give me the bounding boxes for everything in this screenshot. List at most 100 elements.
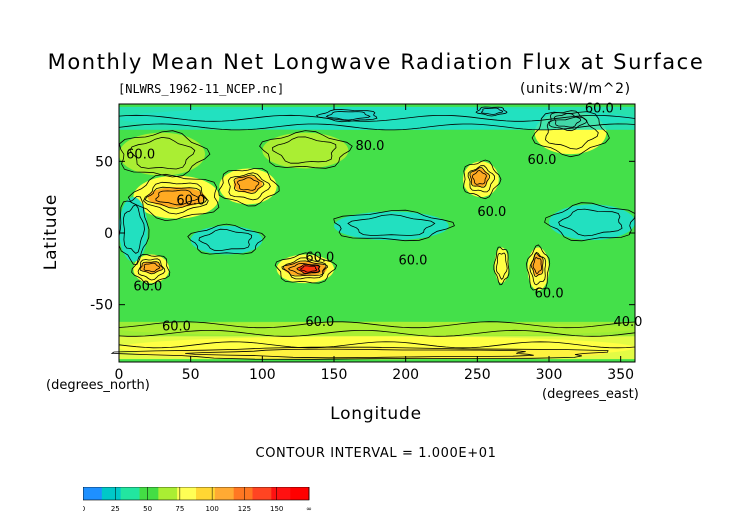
contour-line bbox=[274, 252, 338, 284]
contour-line bbox=[347, 214, 436, 237]
colorbar-swatch bbox=[139, 487, 159, 500]
contour-label: 60.0 bbox=[305, 251, 334, 266]
x-tick-label: 0 bbox=[115, 367, 124, 383]
colorbar-swatch bbox=[252, 487, 272, 500]
colorbar-swatch bbox=[83, 487, 103, 500]
field-region-europe bbox=[119, 132, 205, 176]
contour-line bbox=[471, 170, 487, 185]
field-region-siberia bbox=[262, 132, 349, 169]
contour-label: 60.0 bbox=[477, 205, 506, 220]
contour-line bbox=[127, 173, 220, 222]
contour-line bbox=[129, 136, 196, 170]
x-axis-label: Longitude bbox=[330, 404, 422, 424]
colorbar-swatches bbox=[83, 487, 310, 501]
units-label: (units:W/m^2) bbox=[520, 81, 631, 97]
contour-line bbox=[122, 204, 145, 254]
contour-layer bbox=[110, 106, 636, 360]
colorbar-tick-label: ∞ bbox=[306, 505, 312, 513]
contour-line bbox=[462, 159, 502, 200]
contour-label: 40.0 bbox=[614, 315, 643, 330]
field-region-west-coast-cool bbox=[118, 197, 148, 262]
contour-line bbox=[287, 262, 321, 275]
contour-line bbox=[467, 165, 496, 193]
colorbar-swatch bbox=[177, 487, 197, 500]
colorbar-swatch bbox=[233, 487, 253, 500]
chart-title: Monthly Mean Net Longwave Radiation Flux… bbox=[47, 50, 705, 74]
contour-line bbox=[531, 111, 610, 158]
contour-label: 60.0 bbox=[133, 279, 162, 294]
contour-line bbox=[233, 174, 265, 194]
contour-line bbox=[118, 130, 211, 178]
contour-line bbox=[281, 260, 329, 277]
contour-label: 60.0 bbox=[535, 287, 564, 302]
x-tick-label: 200 bbox=[392, 367, 419, 383]
colorbar-tick-label: 75 bbox=[175, 505, 184, 513]
colorbar-swatch bbox=[120, 487, 140, 500]
contour-line bbox=[118, 321, 636, 329]
colorbar-swatch bbox=[271, 487, 291, 500]
field-strip-south-ocean-band bbox=[119, 321, 635, 337]
contour-line bbox=[548, 110, 588, 132]
field-region-pacific-cool-1 bbox=[334, 211, 449, 241]
colorbar-tick-label: 125 bbox=[238, 505, 251, 513]
colorbar-swatch bbox=[290, 487, 310, 500]
y-tick-label: 0 bbox=[104, 226, 113, 242]
y-axis-label: Latitude bbox=[41, 193, 61, 271]
contour-line bbox=[475, 106, 508, 117]
colorbar: 0 25 50 75 100 125 150 ∞ bbox=[83, 487, 312, 513]
colorbar-swatch bbox=[158, 487, 178, 500]
contour-line bbox=[198, 228, 253, 252]
contour-line bbox=[282, 257, 327, 280]
contour-line bbox=[526, 244, 551, 291]
y-tick-label: 50 bbox=[95, 154, 113, 170]
contour-line bbox=[131, 254, 171, 286]
contour-label: 60.0 bbox=[176, 193, 205, 208]
contour-line bbox=[495, 252, 508, 280]
x-tick-label: 50 bbox=[182, 367, 200, 383]
colorbar-tick-label: 25 bbox=[111, 505, 120, 513]
contour-line bbox=[185, 348, 534, 359]
contour-line bbox=[300, 265, 318, 273]
axes-layer: 0 50 100 150 200 250 300 350 50 0 -50 bbox=[90, 103, 636, 383]
contour-line bbox=[118, 123, 636, 131]
contour-line bbox=[493, 246, 510, 286]
contour-line bbox=[532, 257, 542, 274]
colorbar-tick-label: 50 bbox=[143, 505, 152, 513]
contour-line bbox=[139, 261, 164, 275]
contour-label: 60.0 bbox=[162, 319, 191, 334]
colorbar-swatch bbox=[101, 487, 121, 500]
contour-line bbox=[469, 167, 491, 188]
contour-interval-text: CONTOUR INTERVAL = 1.000E+01 bbox=[255, 446, 497, 461]
contour-label-layer: 60.0 60.0 60.0 60.0 60.0 60.0 60.0 60.0 40.0 60.0… bbox=[126, 102, 642, 335]
colorbar-swatch bbox=[196, 487, 216, 500]
x-tick-label: 350 bbox=[607, 367, 634, 383]
colorbar-swatch bbox=[214, 487, 234, 500]
x-tick-label: 100 bbox=[249, 367, 276, 383]
x-units-label: (degrees_north) bbox=[46, 378, 150, 393]
contour-line bbox=[530, 253, 544, 278]
colorbar-tick-label: 100 bbox=[205, 505, 218, 513]
contour-label: 60.0 bbox=[305, 315, 334, 330]
contour-line bbox=[118, 195, 150, 265]
x-tick-label: 250 bbox=[464, 367, 491, 383]
contour-line bbox=[118, 341, 636, 349]
contour-line bbox=[118, 114, 636, 122]
contour-line bbox=[296, 263, 320, 274]
contour-label: 60.0 bbox=[585, 102, 614, 117]
contour-line bbox=[259, 130, 353, 169]
contour-line bbox=[143, 181, 209, 215]
contour-label: 60.0 bbox=[126, 147, 155, 162]
contour-line bbox=[544, 202, 636, 242]
contour-line bbox=[187, 223, 266, 255]
contour-line bbox=[237, 177, 260, 191]
contour-line bbox=[553, 112, 582, 128]
contour-line bbox=[143, 262, 161, 273]
contour-line bbox=[227, 172, 271, 201]
contour-line bbox=[218, 168, 280, 207]
contour-label: 60.0 bbox=[528, 153, 557, 168]
contour-line bbox=[110, 346, 609, 360]
x-tick-label: 300 bbox=[536, 367, 563, 383]
contour-line bbox=[558, 208, 623, 237]
contour-line bbox=[315, 109, 378, 123]
